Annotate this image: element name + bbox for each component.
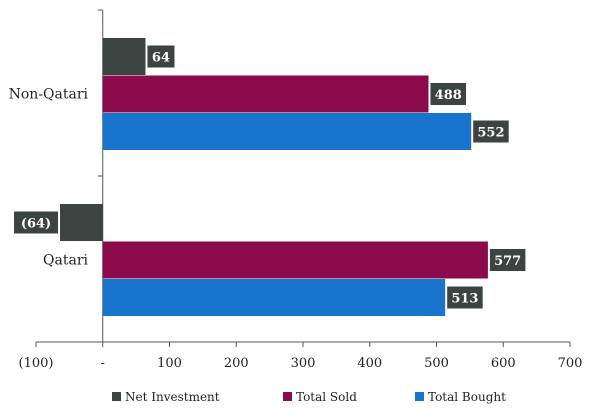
x-tick-label: (100) (19, 356, 54, 371)
bar-net-investment (60, 204, 103, 241)
legend-label: Net Investment (125, 390, 220, 404)
legend-swatch (283, 392, 292, 401)
x-tick-label: 300 (291, 356, 316, 371)
data-label: 488 (435, 88, 462, 103)
x-tick-label: 200 (224, 356, 249, 371)
data-label: 64 (152, 51, 170, 66)
data-label: (64) (21, 217, 51, 232)
legend-label: Total Sold (296, 390, 357, 404)
x-tick-label: 700 (558, 356, 583, 371)
data-label-box (14, 211, 59, 234)
data-label-box (489, 249, 526, 271)
x-tick-label: 500 (424, 356, 449, 371)
bar-net-investment (102, 38, 146, 75)
data-label-box (430, 83, 466, 105)
legend-swatch (415, 392, 424, 401)
data-label-box (147, 45, 175, 68)
x-tick-label: - (101, 356, 105, 371)
data-label-box (473, 120, 509, 143)
bar-total-bought (102, 113, 472, 150)
legend-swatch (112, 392, 121, 401)
bar-total-sold (102, 75, 429, 113)
data-label: 577 (494, 254, 521, 269)
bar-total-bought (102, 279, 446, 316)
x-tick-label: 600 (491, 356, 516, 371)
x-tick-label: 400 (357, 356, 382, 371)
bar-total-sold (102, 241, 488, 279)
data-label-box (447, 286, 483, 309)
data-label: 552 (477, 126, 504, 141)
legend-label: Total Bought (428, 390, 506, 404)
category-label: Qatari (43, 253, 88, 269)
data-label: 513 (451, 292, 478, 307)
x-tick-label: 100 (157, 356, 182, 371)
category-label: Non-Qatari (9, 87, 89, 103)
